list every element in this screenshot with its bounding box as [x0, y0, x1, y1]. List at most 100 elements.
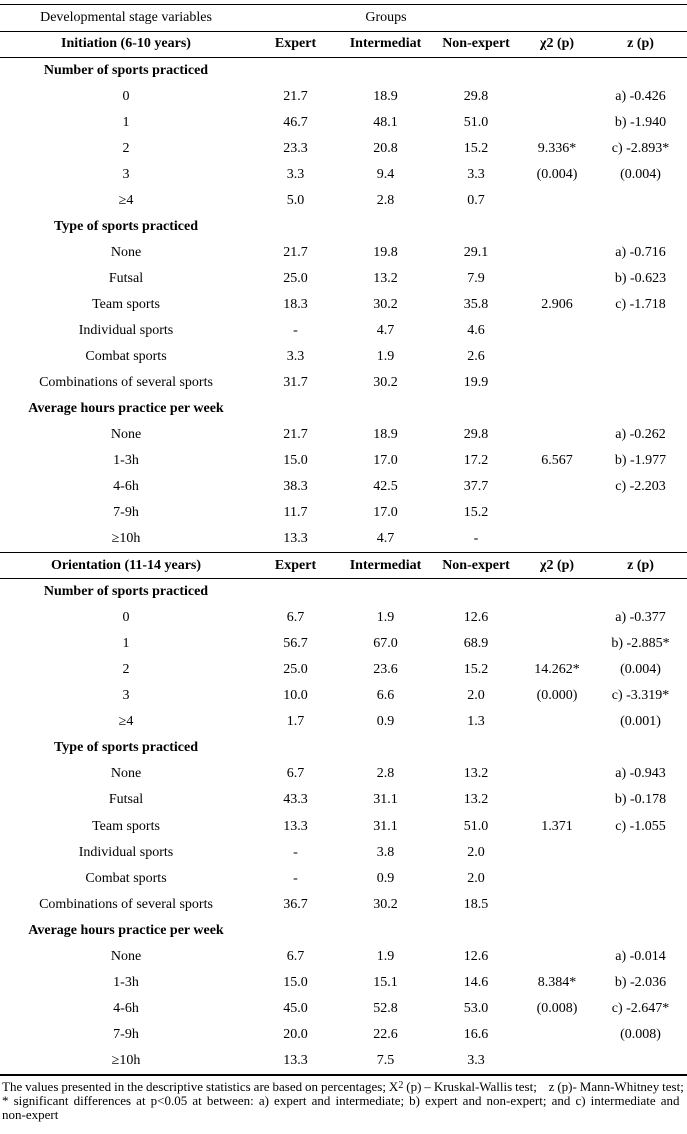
non-expert-value: 15.2 — [463, 662, 489, 678]
empty-cell — [252, 579, 339, 606]
expert-value: - — [293, 870, 298, 886]
row-label: 1-3h — [113, 453, 139, 469]
empty-cell — [252, 396, 339, 422]
z-p-value: b) -2.036 — [614, 974, 667, 990]
expert-value: 21.7 — [283, 427, 308, 443]
expert-value: 3.3 — [286, 349, 305, 365]
intermediate-value: 31.1 — [373, 792, 398, 808]
row-label: Individual sports — [78, 322, 174, 338]
non-expert-value: 14.6 — [463, 974, 489, 990]
non-expert-value: 12.6 — [463, 610, 489, 626]
expert-value: 13.3 — [283, 531, 308, 547]
column-header-non-expert: Non-expert — [432, 31, 521, 58]
empty-cell — [432, 57, 520, 84]
data-row: 2 23.3 20.8 15.2 9.336* c) -2.893* — [0, 136, 687, 162]
non-expert-value: 29.1 — [463, 244, 489, 260]
section-title: Average hours practice per week — [28, 401, 224, 417]
empty-cell — [339, 735, 432, 761]
intermediate-value: 20.8 — [373, 140, 398, 156]
non-expert-value: 53.0 — [463, 1000, 489, 1016]
chi2-p-value — [520, 1048, 594, 1075]
row-label: None — [110, 948, 142, 964]
non-expert-value: 29.8 — [463, 427, 489, 443]
z-p-value: c) -3.319* — [611, 688, 670, 704]
data-row: 1-3h 15.0 17.0 17.2 6.567 b) -1.977 — [0, 448, 687, 474]
data-row: 4-6h 38.3 42.5 37.7 c) -2.203 — [0, 474, 687, 500]
non-expert-value: 2.6 — [467, 349, 485, 365]
intermediate-value: 30.2 — [373, 296, 398, 312]
section-row: Type of sports practiced — [0, 735, 687, 761]
z-p-value: c) -1.055 — [615, 818, 666, 834]
row-label: Team sports — [92, 818, 160, 834]
data-row: 3 3.3 9.4 3.3 (0.004) (0.004) — [0, 162, 687, 188]
section-title: Average hours practice per week — [28, 922, 224, 938]
row-label: 3 — [122, 688, 130, 704]
column-header-chi2-p: χ2 (p) — [520, 552, 595, 580]
expert-value: 45.0 — [283, 1000, 308, 1016]
non-expert-value: 0.7 — [467, 192, 485, 208]
row-label: 0 — [122, 88, 130, 104]
intermediate-value: 9.4 — [376, 166, 395, 182]
data-row: Combat sports 3.3 1.9 2.6 — [0, 344, 687, 370]
expert-value: 6.7 — [286, 948, 305, 964]
row-label: Combinations of several sports — [39, 375, 213, 391]
chi2-p-value — [520, 892, 594, 918]
chi2-p-value — [520, 709, 594, 735]
row-label: 7-9h — [113, 505, 139, 521]
intermediate-value: 52.8 — [373, 1000, 398, 1016]
intermediate-value: 13.2 — [373, 270, 398, 286]
chi2-p-value: (0.004) — [536, 166, 578, 182]
expert-value: 6.7 — [286, 766, 305, 782]
intermediate-value: 17.0 — [373, 453, 398, 469]
expert-value: 36.7 — [283, 896, 308, 912]
chi2-p-value — [520, 344, 594, 370]
non-expert-value: 16.6 — [463, 1026, 489, 1042]
groups-header: Groups — [252, 4, 521, 32]
data-row: 1 56.7 67.0 68.9 b) -2.885* — [0, 631, 687, 657]
block-title: Initiation (6-10 years) — [0, 31, 252, 58]
expert-value: 25.0 — [283, 662, 308, 678]
non-expert-value: 1.3 — [467, 714, 485, 730]
row-label: Combinations of several sports — [39, 896, 213, 912]
column-header-expert: Expert — [252, 552, 339, 580]
column-header-z-p: z (p) — [594, 552, 687, 580]
data-row: 1-3h 15.0 15.1 14.6 8.384* b) -2.036 — [0, 970, 687, 996]
intermediate-value: 17.0 — [373, 505, 398, 521]
empty-cell — [432, 396, 520, 422]
expert-value: 13.3 — [283, 818, 308, 834]
empty-cell — [339, 214, 432, 240]
chi2-p-value: (0.008) — [536, 1000, 578, 1016]
row-label: Combat sports — [85, 349, 167, 365]
intermediate-value: 42.5 — [373, 479, 398, 495]
empty-cell — [520, 918, 594, 944]
row-label: Combat sports — [85, 870, 167, 886]
empty-cell — [594, 57, 687, 84]
z-p-value — [594, 500, 687, 526]
empty-cell — [339, 57, 432, 84]
section-title: Type of sports practiced — [54, 740, 198, 756]
intermediate-value: 3.8 — [376, 844, 395, 860]
non-expert-value: 3.3 — [467, 1052, 485, 1068]
intermediate-value: 23.6 — [373, 662, 398, 678]
empty-cell — [520, 4, 595, 32]
row-label: 2 — [122, 662, 130, 678]
intermediate-value: 1.9 — [376, 948, 395, 964]
expert-value: 18.3 — [283, 296, 308, 312]
z-p-value: a) -0.377 — [615, 610, 666, 626]
z-p-value: b) -2.885* — [611, 636, 670, 652]
section-title: Number of sports practiced — [43, 584, 209, 600]
z-p-value: a) -0.426 — [615, 88, 666, 104]
superscript-2: 2 — [398, 1079, 404, 1091]
chi2-p-value — [520, 866, 594, 892]
intermediate-value: 67.0 — [373, 636, 398, 652]
data-row: Combinations of several sports 31.7 30.2 19… — [0, 370, 687, 396]
intermediate-value: 4.7 — [376, 322, 395, 338]
non-expert-value: 3.3 — [467, 166, 485, 182]
expert-value: 46.7 — [283, 114, 308, 130]
column-header-chi2-p: χ2 (p) — [520, 31, 595, 58]
chi2-p-value — [520, 474, 594, 500]
empty-cell — [432, 214, 520, 240]
non-expert-value: 51.0 — [463, 818, 489, 834]
section-title: Number of sports practiced — [43, 62, 209, 78]
data-row: 0 6.7 1.9 12.6 a) -0.377 — [0, 605, 687, 631]
